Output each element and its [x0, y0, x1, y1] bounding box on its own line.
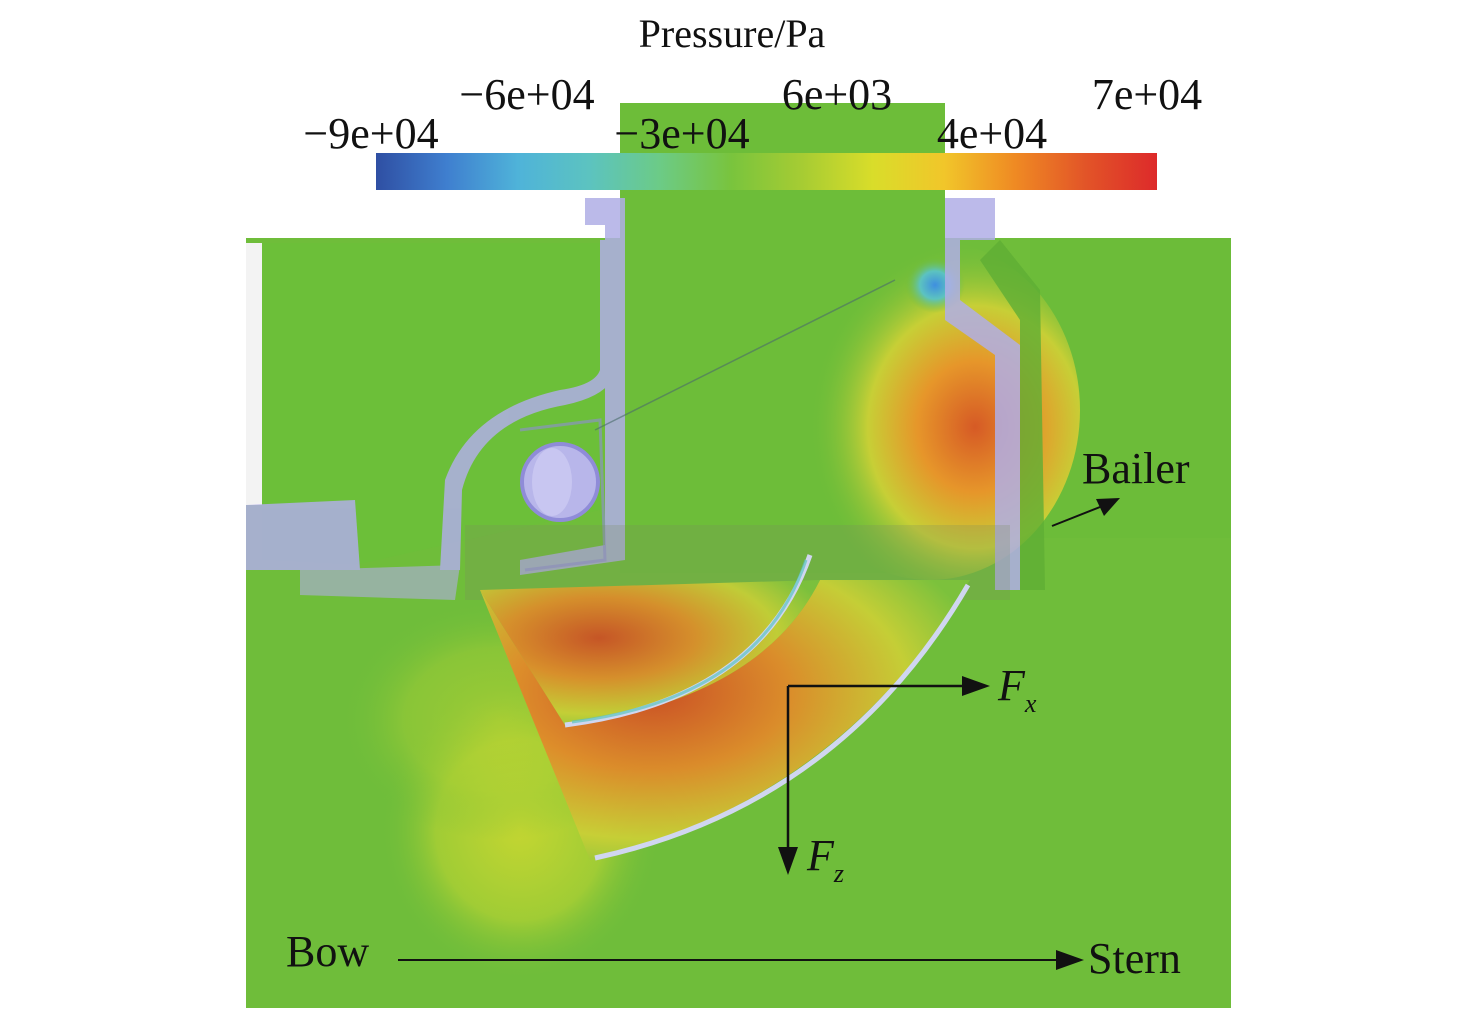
fz-label: Fz [806, 831, 844, 888]
bailer-arrowhead [1096, 498, 1120, 516]
vane-upper-edge [571, 559, 808, 724]
fx-label: Fx [997, 661, 1037, 718]
pivot-housing [519, 418, 607, 572]
linkage-line [594, 279, 896, 431]
hull-block-left [262, 243, 600, 565]
colorbar-tick-lower-1: −9e+04 [303, 109, 438, 158]
hull-strip-left [300, 565, 460, 600]
walls [246, 198, 1020, 600]
curved-wall-left [440, 240, 615, 570]
vane-channel-inner [480, 580, 820, 725]
bow-stern-arrowhead [1056, 950, 1084, 970]
fz-arrowhead [778, 847, 798, 875]
bailer-wall [980, 240, 1045, 590]
fx-arrowhead [962, 676, 990, 696]
colorbar-tick-upper-3: 7e+04 [1092, 70, 1202, 119]
duct-wall-right [945, 198, 1020, 590]
vane-lower [594, 583, 971, 861]
colorbar-tick-upper-2: 6e+03 [782, 70, 892, 119]
annotations: Bailer Fx Fz Bow Stern [286, 444, 1190, 983]
bailer-label: Bailer [1082, 444, 1190, 493]
stern-label: Stern [1088, 934, 1181, 983]
bailer-leader-line [1051, 506, 1101, 527]
colorbar-tick-upper-1: −6e+04 [459, 70, 594, 119]
colorbar-strip [376, 153, 1157, 190]
colorbar-tick-lower-3: 4e+04 [937, 109, 1047, 158]
hull-wedge-left [246, 500, 360, 570]
colorbar-tick-lower-2: −3e+04 [614, 109, 749, 158]
fz-subscript: z [833, 859, 844, 888]
colorbar: Pressure/Pa −6e+04 6e+03 7e+04 −9e+04 −3… [303, 11, 1202, 190]
colorbar-title: Pressure/Pa [639, 11, 826, 56]
vane-channel-outer [480, 580, 970, 860]
white-gap-left [246, 243, 262, 505]
duct-wall-left [520, 198, 625, 575]
bow-label: Bow [286, 927, 369, 976]
fx-subscript: x [1024, 689, 1037, 718]
rudder-pivot-inner [532, 448, 572, 516]
